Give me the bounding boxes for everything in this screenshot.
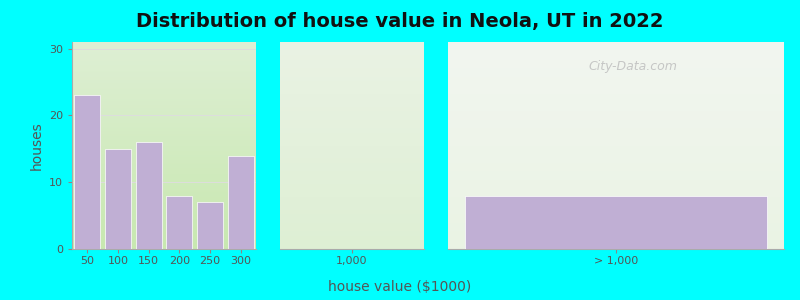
Text: house value ($1000): house value ($1000): [328, 280, 472, 294]
Bar: [228, 155, 254, 249]
Text: Distribution of house value in Neola, UT in 2022: Distribution of house value in Neola, UT…: [136, 12, 664, 31]
Bar: [197, 202, 223, 249]
Bar: [105, 149, 131, 249]
Bar: [74, 95, 100, 249]
Text: City-Data.com: City-Data.com: [588, 60, 678, 73]
Y-axis label: houses: houses: [30, 121, 43, 170]
Bar: [136, 142, 162, 249]
Bar: [166, 196, 192, 249]
Bar: [465, 196, 767, 249]
